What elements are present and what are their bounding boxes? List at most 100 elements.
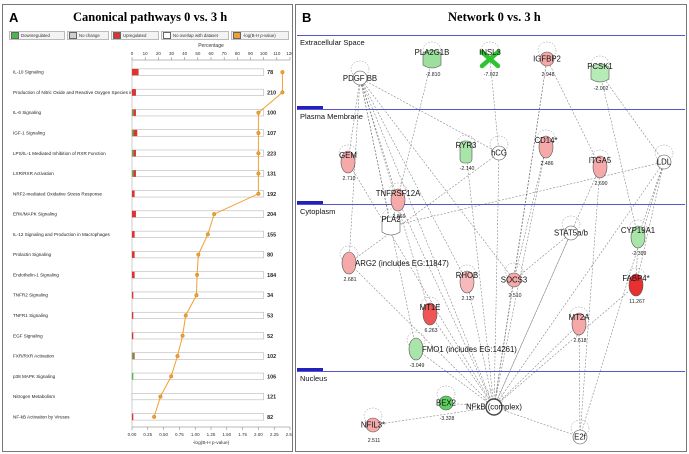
node-label: MT2A [569,313,591,322]
x-top-tick-label: 110 [273,51,281,56]
log-p-point [256,130,261,135]
edge [493,166,601,408]
log-p-point [169,374,174,379]
legend-swatch [113,32,121,39]
category-label: NRF2-mediated Oxidative Stress Response [13,191,103,196]
edge [599,72,665,163]
x-bottom-tick-label: 1.75 [238,432,247,437]
node-value: 11.267 [629,299,645,305]
bar-upregulated [133,129,138,137]
bar-downregulated [132,109,134,116]
node-label: IGFBP2 [533,55,561,64]
bar-total-label: 102 [267,354,276,360]
edge [513,146,547,281]
edge [372,406,495,427]
legend-item: -log(B-H p-value) [231,31,289,40]
x-top-tick-label: 70 [222,51,228,56]
node-label: LDL [657,158,672,167]
node-arg2: ARG2 (includes EG:11847) 2.681 [339,245,449,283]
node-shape [506,272,522,288]
node-label: STAT5a/b [554,229,589,238]
log-p-point [212,212,217,217]
bar-total-label: 204 [267,212,276,218]
x-bottom-tick-label: 0.00 [128,432,137,437]
bar-upregulated [132,271,135,279]
edge [599,72,639,238]
bar-upregulated [133,109,136,116]
bar-upregulated [132,190,135,198]
edge [359,77,500,154]
log-p-point [256,110,261,115]
x-top-tick-label: 10 [143,51,149,56]
node-value: 2.948 [542,72,555,78]
node-value: -7.022 [484,72,499,78]
x-top-tick-label: 100 [260,51,268,56]
bar-total [131,190,264,198]
node-ryr3: RYR3 -2.140 [456,134,477,172]
category-label: TNFR1 Signaling [13,313,48,318]
node-value: 6.263 [425,328,438,334]
legend-label: No overlap with dataset [173,33,218,38]
bar-total-label: 34 [267,293,273,299]
node-value: 2.710 [343,176,356,182]
x-top-tick-label: 20 [156,51,162,56]
bar-total-label: 192 [267,192,276,198]
edge [466,281,496,408]
category-label: Prolactin Signaling [13,252,51,257]
bar-upregulated [132,210,136,218]
log-p-point [158,394,163,399]
bar-total [131,109,264,117]
log-p-point [183,313,188,318]
panel-b-label: B [302,10,312,25]
node-ldl: LDL [654,144,674,170]
edge [635,161,665,286]
edge [346,77,361,163]
section-marker [297,368,323,371]
node-igfbp2: IGFBP2 2.948 [533,41,561,78]
legend-swatch [233,32,241,39]
node-label: RYR3 [456,141,477,150]
edge [493,161,665,408]
edge [578,323,582,438]
category-label: LXR/RXR Activation [13,171,54,176]
node-pla2: PLA2 [381,208,401,236]
category-label: FXR/RXR Activation [13,354,55,359]
log-p-point [256,191,261,196]
edge [492,152,500,408]
node-fmo1: FMO1 (includes EG:14261) -3.049 [406,331,517,369]
edge [493,323,580,408]
edge [546,58,601,168]
node-shape [438,395,454,411]
edge [390,58,433,227]
panel-a-title: Canonical pathways 0 vs. 3 h [73,10,228,24]
panel-b: B Network 0 vs. 3 h Extracellular Space … [295,4,687,452]
node-nfil3: NFIL3* 2.511 [361,407,385,444]
node-value: 2.137 [462,296,475,302]
node-label: ITGA5 [589,156,612,165]
edge [579,161,665,438]
panel-a-label: A [9,10,19,25]
node-cyp19a1: CYP19A1 -2.399 [621,219,655,257]
bar-total [131,413,264,421]
node-value: 2.869 [393,214,406,220]
node-label: GEM [339,151,357,160]
bar-total [131,170,264,178]
node-shape [352,70,368,86]
legend-swatch [11,32,19,39]
x-bottom-tick-label: 0.75 [175,432,184,437]
log-p-line [153,72,283,418]
node-value: -2.399 [632,251,647,257]
node-value: 2.510 [509,293,522,299]
panel-b-title: Network 0 vs. 3 h [448,10,541,24]
node-tnfrsf12a: TNFRSF12A 2.869 [376,182,421,220]
node-shape [572,429,588,445]
bar-upregulated [132,68,139,76]
node-label: INSL3 [479,48,501,57]
node-shape [656,154,672,170]
x-top-tick-label: 30 [169,51,175,56]
bar-total [131,332,264,340]
node-e2f: E2f [570,419,590,445]
node-shape [539,51,555,67]
log-p-point [195,272,200,277]
bar-total-label: 131 [267,172,276,178]
